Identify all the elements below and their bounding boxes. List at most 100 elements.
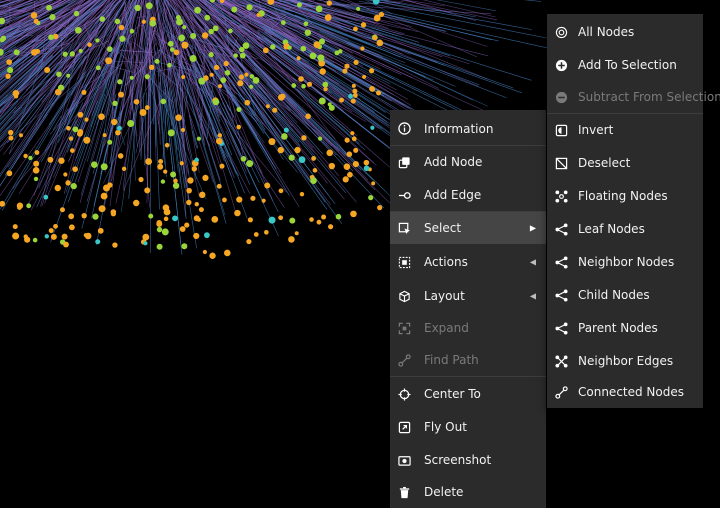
graph-node[interactable]	[173, 49, 180, 56]
graph-node[interactable]	[231, 6, 238, 13]
graph-node[interactable]	[212, 25, 219, 32]
graph-node[interactable]	[111, 118, 118, 126]
graph-node[interactable]	[68, 213, 75, 220]
graph-node[interactable]	[119, 35, 126, 42]
graph-node[interactable]	[237, 80, 244, 87]
menu-item-add-node[interactable]: Add Node	[390, 147, 546, 177]
graph-node[interactable]	[256, 12, 261, 17]
graph-node[interactable]	[62, 51, 68, 57]
graph-node[interactable]	[18, 133, 23, 138]
graph-node[interactable]	[350, 131, 355, 136]
submenu-item-leaf-nodes[interactable]: Leaf Nodes	[547, 213, 703, 245]
graph-node[interactable]	[167, 40, 174, 47]
graph-node[interactable]	[118, 24, 125, 31]
submenu-item-add-to-selection[interactable]: Add To Selection	[547, 49, 703, 81]
graph-node[interactable]	[244, 72, 249, 77]
graph-node[interactable]	[170, 171, 177, 178]
graph-node[interactable]	[193, 232, 200, 240]
graph-node[interactable]	[133, 99, 140, 105]
graph-node[interactable]	[327, 224, 334, 230]
graph-node[interactable]	[352, 93, 358, 98]
graph-node[interactable]	[281, 133, 288, 140]
graph-node[interactable]	[181, 243, 188, 250]
graph-node[interactable]	[156, 221, 163, 228]
graph-node[interactable]	[289, 217, 296, 224]
graph-node[interactable]	[246, 238, 252, 245]
graph-node[interactable]	[187, 177, 194, 184]
graph-node[interactable]	[0, 200, 6, 207]
graph-node[interactable]	[283, 127, 289, 133]
graph-node[interactable]	[143, 241, 148, 246]
graph-node[interactable]	[133, 199, 140, 207]
graph-node[interactable]	[315, 5, 323, 13]
graph-node[interactable]	[323, 86, 328, 92]
graph-node[interactable]	[0, 48, 4, 56]
graph-node[interactable]	[328, 104, 335, 111]
graph-node[interactable]	[299, 192, 305, 197]
graph-node[interactable]	[160, 179, 166, 184]
graph-node[interactable]	[318, 97, 326, 105]
graph-node[interactable]	[294, 146, 301, 154]
submenu-item-deselect[interactable]: Deselect	[547, 147, 703, 179]
graph-node[interactable]	[175, 15, 181, 21]
graph-node[interactable]	[84, 232, 92, 240]
graph-node[interactable]	[26, 203, 32, 209]
graph-node[interactable]	[53, 223, 58, 229]
graph-node[interactable]	[181, 74, 186, 79]
graph-node[interactable]	[338, 97, 344, 103]
graph-node[interactable]	[372, 35, 378, 41]
graph-node[interactable]	[63, 172, 68, 177]
menu-item-delete[interactable]: Delete	[390, 476, 546, 508]
submenu-item-floating-nodes[interactable]: Floating Nodes	[547, 180, 703, 212]
graph-node[interactable]	[69, 148, 75, 154]
graph-node[interactable]	[262, 47, 269, 54]
graph-node[interactable]	[368, 195, 374, 201]
graph-node[interactable]	[216, 183, 222, 189]
graph-node[interactable]	[160, 98, 167, 105]
graph-node[interactable]	[228, 28, 233, 34]
graph-node[interactable]	[48, 228, 54, 234]
graph-node[interactable]	[129, 75, 134, 80]
graph-node[interactable]	[59, 207, 65, 213]
submenu-item-connected-nodes[interactable]: Connected Nodes	[547, 376, 703, 408]
graph-node[interactable]	[353, 26, 358, 32]
graph-node[interactable]	[240, 156, 247, 162]
menu-item-screenshot[interactable]: Screenshot	[390, 444, 546, 476]
graph-node[interactable]	[247, 217, 253, 223]
graph-node[interactable]	[236, 124, 242, 130]
graph-node[interactable]	[154, 58, 160, 64]
graph-node[interactable]	[278, 188, 284, 194]
graph-node[interactable]	[212, 98, 220, 106]
submenu-item-all-nodes[interactable]: All Nodes	[547, 16, 703, 48]
graph-node[interactable]	[54, 88, 62, 96]
graph-node[interactable]	[186, 187, 192, 194]
graph-node[interactable]	[350, 98, 356, 104]
graph-node[interactable]	[145, 2, 153, 10]
graph-node[interactable]	[12, 224, 18, 230]
graph-node[interactable]	[115, 129, 121, 136]
graph-node[interactable]	[72, 126, 79, 133]
graph-node[interactable]	[6, 170, 13, 177]
graph-node[interactable]	[33, 18, 39, 24]
graph-node[interactable]	[342, 68, 348, 74]
graph-node[interactable]	[198, 207, 204, 213]
graph-node[interactable]	[363, 159, 370, 166]
graph-node[interactable]	[87, 42, 92, 48]
graph-node[interactable]	[342, 176, 349, 183]
graph-node[interactable]	[191, 166, 198, 172]
graph-node[interactable]	[105, 57, 113, 65]
graph-node[interactable]	[244, 99, 251, 106]
graph-node[interactable]	[68, 136, 74, 141]
graph-node[interactable]	[156, 226, 163, 233]
graph-node[interactable]	[253, 232, 259, 237]
graph-node[interactable]	[141, 19, 146, 24]
graph-node[interactable]	[6, 59, 13, 66]
graph-node[interactable]	[280, 20, 286, 25]
graph-node[interactable]	[78, 48, 83, 54]
graph-node[interactable]	[351, 136, 357, 142]
graph-node[interactable]	[371, 181, 376, 186]
graph-node[interactable]	[236, 196, 243, 203]
graph-node[interactable]	[344, 63, 350, 69]
graph-node[interactable]	[376, 39, 384, 47]
graph-node[interactable]	[157, 163, 164, 170]
